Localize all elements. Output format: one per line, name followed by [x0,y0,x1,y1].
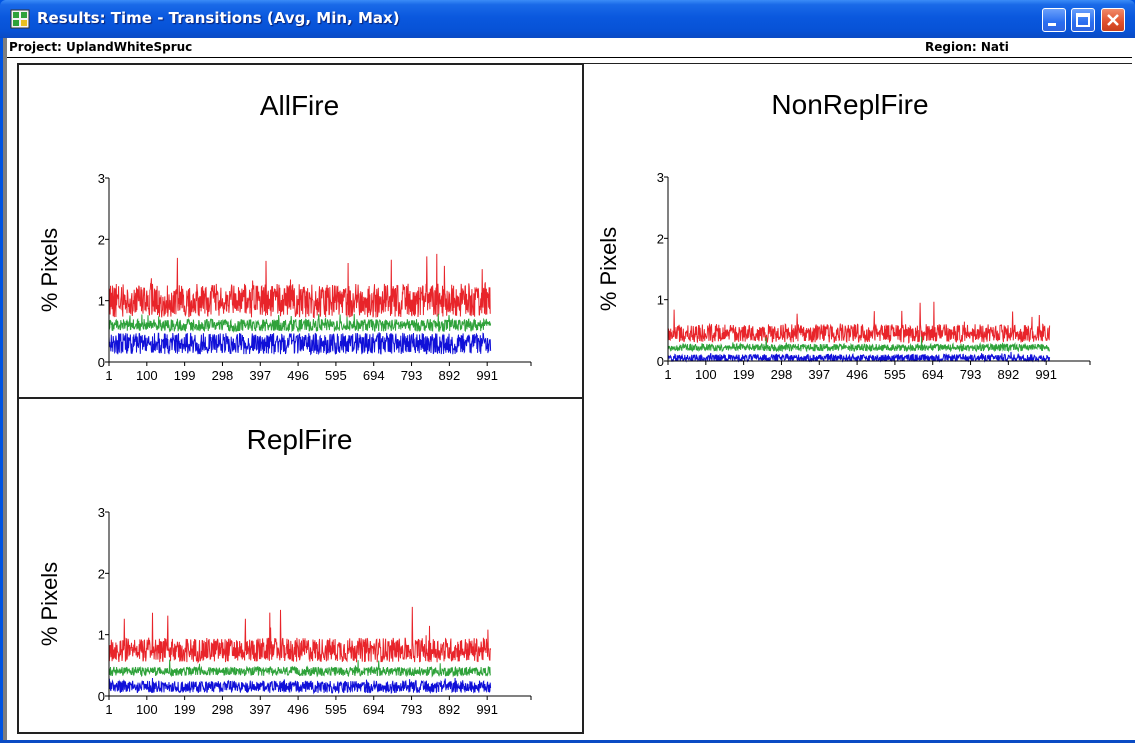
y-tick-label: 3 [98,505,105,520]
x-tick-label: 793 [960,367,982,382]
y-tick-label: 1 [98,628,105,643]
y-tick-label: 0 [98,355,105,370]
window-title: Results: Time - Transitions (Avg, Min, M… [37,9,400,27]
chart-panel-allfire[interactable]: AllFire% PixelsTime012311001992983974965… [17,63,584,399]
y-tick-label: 1 [98,294,105,309]
chart-replfire: ReplFire% PixelsTime01231100199298397496… [37,424,532,717]
y-tick-label: 0 [657,354,664,369]
x-tick-label: 991 [1035,367,1057,382]
maximize-icon [1076,13,1090,27]
x-tick-label: 298 [212,702,234,717]
x-tick-label: 100 [136,368,158,383]
y-tick-label: 1 [657,293,664,308]
x-tick-label: 1 [105,368,112,383]
x-tick-label: 892 [439,368,461,383]
maximize-button[interactable] [1071,8,1095,32]
x-tick-label: 298 [212,368,234,383]
series-line-avg [667,336,1051,353]
chart-title: NonReplFire [771,89,928,120]
x-tick-label: 694 [922,367,944,382]
series-line-min [108,677,492,695]
x-tick-label: 199 [174,368,196,383]
x-tick-label: 496 [287,702,309,717]
series-line-min [667,351,1051,363]
x-tick-label: 100 [695,367,717,382]
x-tick-label: 892 [998,367,1020,382]
chart-panel-nonreplfire[interactable]: NonReplFire% PixelsTime01231100199298397… [584,63,1132,399]
title-bar[interactable]: Results: Time - Transitions (Avg, Min, M… [0,0,1135,38]
chart-allfire: AllFire% PixelsTime012311001992983974965… [37,90,532,383]
y-axis-label: % Pixels [37,228,62,312]
y-tick-label: 0 [98,689,105,704]
x-tick-label: 397 [249,368,271,383]
x-tick-label: 991 [476,702,498,717]
x-tick-label: 595 [325,368,347,383]
x-tick-label: 694 [363,368,385,383]
window-bottom-border [0,740,1135,743]
x-tick-label: 397 [249,702,271,717]
y-axis-label: % Pixels [596,227,621,311]
series-line-max [108,253,491,319]
x-tick-label: 199 [733,367,755,382]
results-header: Project: UplandWhiteSpruc Region: Nati [7,38,1132,57]
project-label: Project: UplandWhiteSpruc [9,40,193,54]
x-tick-label: 595 [884,367,906,382]
x-tick-label: 100 [136,702,158,717]
series-line-avg [108,659,491,678]
y-tick-label: 2 [98,566,105,581]
close-icon [1107,14,1119,26]
series-line-min [108,332,492,356]
y-tick-label: 3 [98,171,105,186]
x-tick-label: 496 [287,368,309,383]
x-tick-label: 793 [401,702,423,717]
y-tick-label: 3 [657,170,664,185]
x-tick-label: 793 [401,368,423,383]
x-tick-label: 496 [846,367,868,382]
series-line-avg [108,313,492,333]
x-tick-label: 694 [363,702,385,717]
results-client-area: Project: UplandWhiteSpruc Region: Nati A… [3,38,1135,740]
close-button[interactable] [1101,8,1125,32]
header-divider [7,57,1132,58]
x-tick-label: 892 [439,702,461,717]
chart-title: AllFire [260,90,339,121]
x-tick-label: 298 [771,367,793,382]
x-tick-label: 397 [808,367,830,382]
chart-panel-replfire[interactable]: ReplFire% PixelsTime01231100199298397496… [17,399,584,734]
x-tick-label: 199 [174,702,196,717]
region-label: Region: Nati [925,40,1009,54]
y-tick-label: 2 [657,231,664,246]
x-tick-label: 991 [476,368,498,383]
y-tick-label: 2 [98,232,105,247]
y-axis-label: % Pixels [37,562,62,646]
grid-chart-icon [10,9,30,29]
series-line-max [667,301,1051,344]
x-tick-label: 1 [664,367,671,382]
series-line-max [108,606,492,664]
chart-nonreplfire: NonReplFire% PixelsTime01231100199298397… [596,89,1091,382]
chart-title: ReplFire [247,424,353,455]
x-tick-label: 1 [105,702,112,717]
minimize-icon [1048,23,1056,26]
minimize-button[interactable] [1042,8,1066,32]
x-tick-label: 595 [325,702,347,717]
